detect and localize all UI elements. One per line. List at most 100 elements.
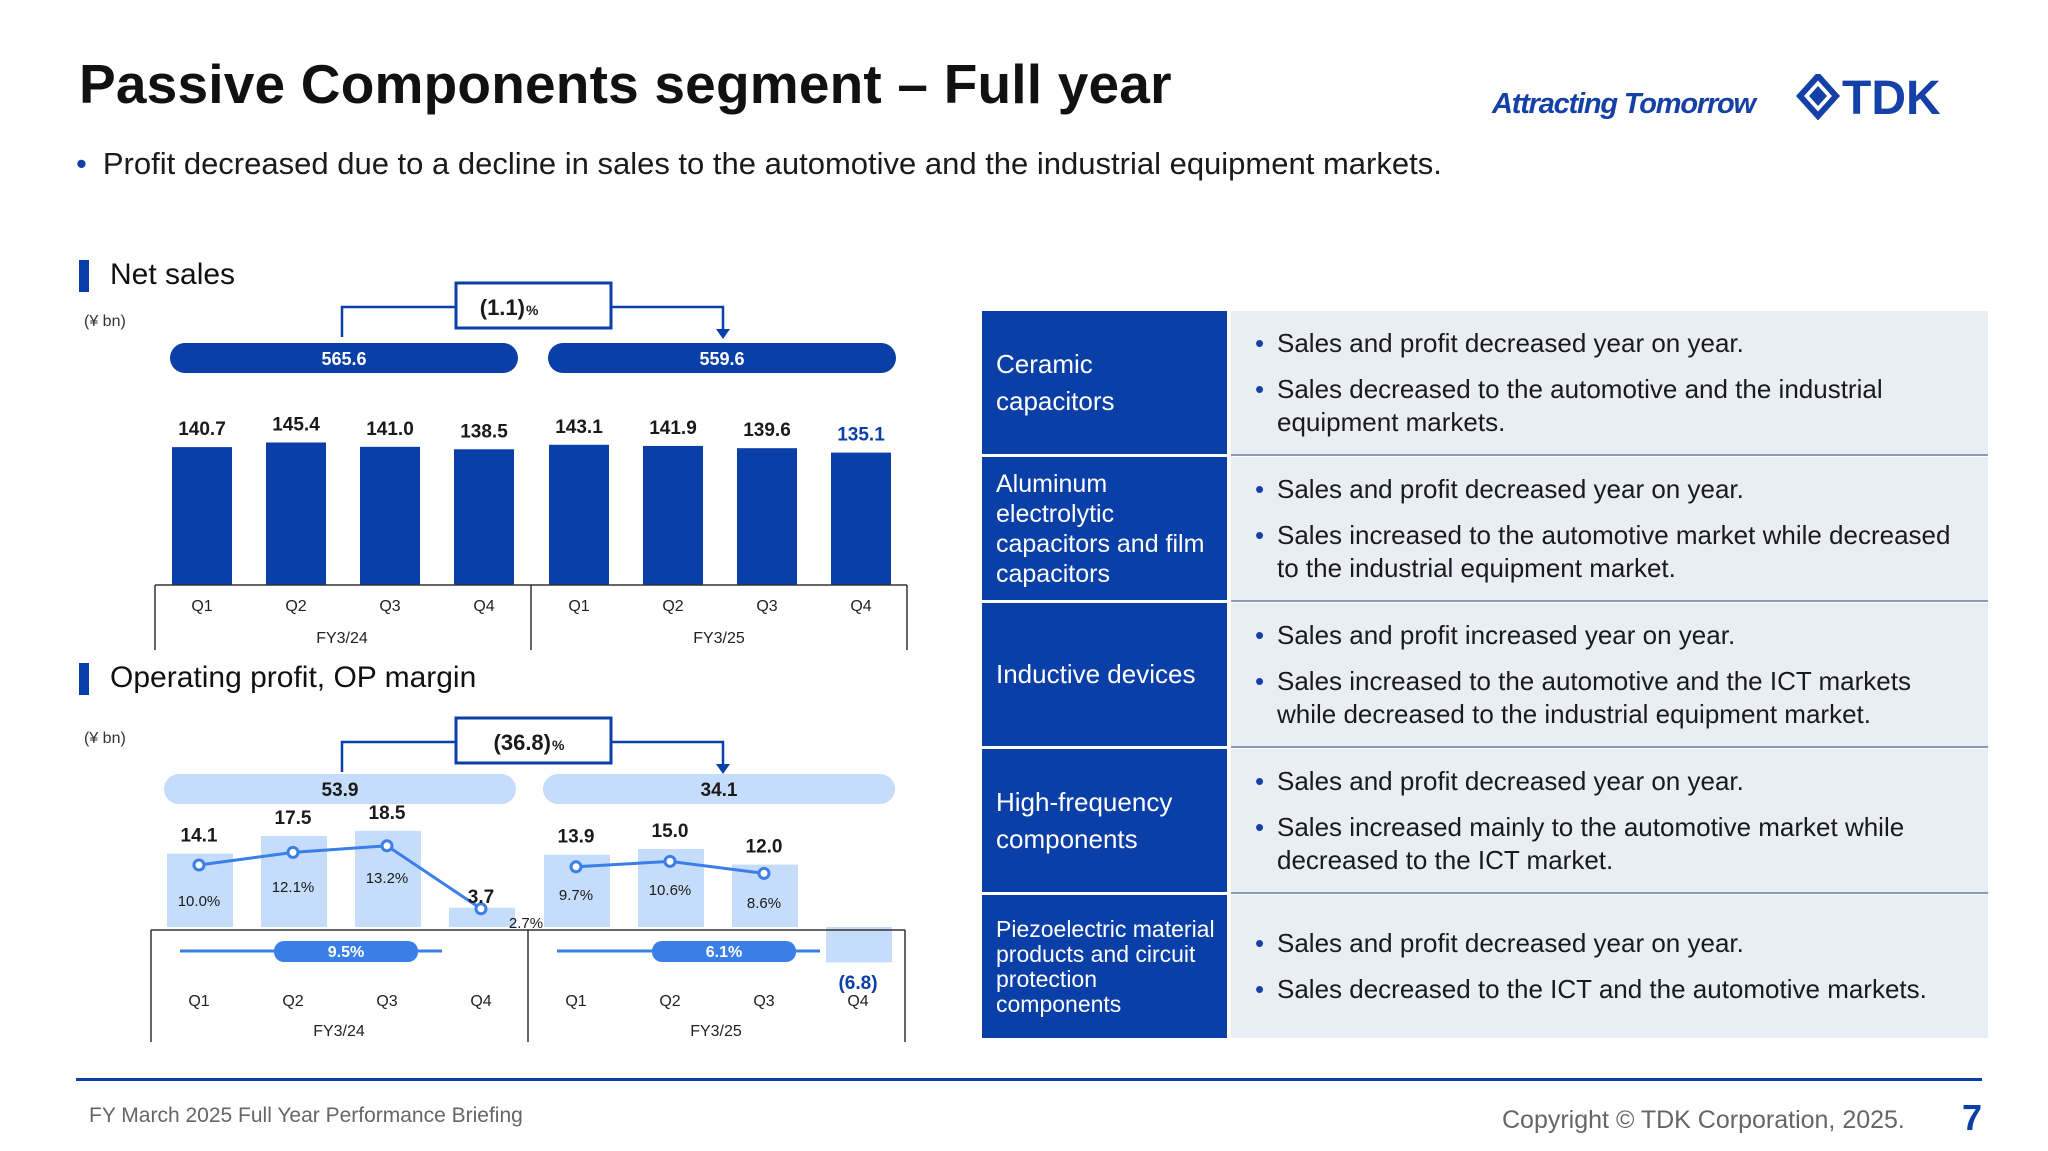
- annual-margin-label: 6.1%: [706, 944, 742, 961]
- quarter-tick-label: Q4: [850, 598, 871, 615]
- footer-title: FY March 2025 Full Year Performance Brie…: [89, 1104, 523, 1127]
- page-title: Passive Components segment – Full year: [79, 53, 1172, 115]
- quarter-tick-label: Q3: [753, 993, 774, 1010]
- fiscal-year-label: FY3/24: [316, 630, 368, 647]
- sales-value-label: 141.0: [366, 419, 414, 440]
- segment-name-text: Piezoelectric material products and circ…: [996, 915, 1215, 1017]
- segment-point: Sales and profit decreased year on year.: [1255, 473, 1976, 506]
- segment-row: High-frequency components Sales and profi…: [982, 749, 1988, 892]
- segment-name: Inductive devices: [982, 603, 1227, 746]
- segment-row: Piezoelectric material products and circ…: [982, 895, 1988, 1038]
- segment-point: Sales increased mainly to the automotive…: [1255, 811, 1976, 877]
- fy-total-label: 565.6: [321, 349, 366, 369]
- segment-name: Aluminum electrolytic capacitors and fil…: [982, 457, 1227, 600]
- sales-value-label: 140.7: [178, 419, 226, 440]
- op-value-label: 15.0: [652, 821, 689, 842]
- op-value-label: (6.8): [838, 973, 877, 994]
- op-margin-label: 13.2%: [366, 870, 409, 887]
- segment-point: Sales and profit decreased year on year.: [1255, 927, 1976, 960]
- net-sales-heading: Net sales: [110, 258, 236, 291]
- annual-margin-pill: [652, 941, 796, 962]
- section-marker: [79, 260, 89, 292]
- net-sales-change-unit: %: [526, 302, 539, 318]
- brand-tagline: Attracting Tomorrow: [1492, 88, 1756, 120]
- op-margin-line: [198, 844, 482, 911]
- segment-point: Sales decreased to the ICT and the autom…: [1255, 973, 1976, 1006]
- segment-name-text: Ceramic capacitors: [996, 348, 1115, 416]
- sales-bar: [831, 452, 891, 585]
- op-margin-point: [380, 839, 394, 853]
- op-bar: [449, 907, 515, 927]
- segment-name: Ceramic capacitors: [982, 311, 1227, 454]
- fy-total-pill: [548, 343, 896, 373]
- page-number: 7: [1962, 1097, 1983, 1138]
- segment-description: Sales and profit decreased year on year.…: [1231, 895, 1988, 1038]
- quarter-tick-label: Q2: [662, 598, 683, 615]
- annual-margin-pill: [274, 941, 418, 962]
- segment-description: Sales and profit increased year on year.…: [1231, 603, 1988, 746]
- op-margin-label: 10.6%: [649, 882, 692, 899]
- op-margin-point: [757, 866, 771, 880]
- segment-name-text: High-frequency components: [996, 786, 1173, 854]
- op-value-label: 13.9: [558, 827, 595, 848]
- segment-point: Sales increased to the automotive and th…: [1255, 665, 1976, 731]
- sales-value-label: 138.5: [460, 421, 508, 442]
- copyright: Copyright © TDK Corporation, 2025.: [1502, 1106, 1905, 1134]
- fiscal-year-label: FY3/25: [693, 630, 745, 647]
- annual-margin-label: 9.5%: [328, 944, 364, 961]
- op-margin-point: [192, 858, 206, 872]
- section-marker: [79, 663, 89, 695]
- quarter-tick-label: Q3: [756, 598, 777, 615]
- logo-text: TDK: [1842, 74, 1941, 120]
- sales-bar: [266, 442, 326, 585]
- quarter-tick-label: Q1: [568, 598, 589, 615]
- segment-description: Sales and profit decreased year on year.…: [1231, 311, 1988, 454]
- tdk-emblem-icon: [1796, 74, 1841, 120]
- quarter-tick-label: Q3: [379, 598, 400, 615]
- op-margin-point: [569, 860, 583, 874]
- fy-total-label: 559.6: [699, 349, 744, 369]
- segment-name: High-frequency components: [982, 749, 1227, 892]
- op-margin-label: 2.7%: [509, 915, 543, 932]
- op-profit-change-unit: %: [552, 737, 565, 753]
- op-margin-point: [474, 902, 488, 916]
- quarter-tick-label: Q4: [473, 598, 494, 615]
- op-value-label: 18.5: [369, 803, 406, 824]
- quarter-tick-label: Q1: [565, 993, 586, 1010]
- segment-row: Aluminum electrolytic capacitors and fil…: [982, 457, 1988, 600]
- op-value-label: 3.7: [468, 887, 494, 908]
- segment-point: Sales and profit decreased year on year.: [1255, 327, 1976, 360]
- op-margin-label: 10.0%: [178, 893, 221, 910]
- op-profit-unit: (¥ bn): [84, 730, 126, 747]
- segment-row: Inductive devices Sales and profit increa…: [982, 603, 1988, 746]
- summary-bullet: • Profit decreased due to a decline in sa…: [76, 146, 1442, 182]
- segment-point: Sales decreased to the automotive and th…: [1255, 373, 1976, 439]
- sales-bar: [643, 445, 703, 585]
- segment-row: Ceramic capacitors Sales and profit decre…: [982, 311, 1988, 454]
- sales-value-label: 143.1: [555, 417, 603, 438]
- summary-text: Profit decreased due to a decline in sal…: [102, 146, 1442, 181]
- quarter-tick-label: Q1: [188, 993, 209, 1010]
- tdk-logo: TDK: [1796, 74, 1941, 120]
- row-divider: [1231, 892, 1988, 894]
- fiscal-year-label: FY3/25: [690, 1023, 742, 1040]
- segment-name-text: Aluminum electrolytic capacitors and fil…: [996, 469, 1205, 588]
- bullet-icon: •: [76, 146, 87, 181]
- op-profit-chart: (¥ bn) (36.8) % 53.9 34.1 Q1 Q2 Q3 Q4 Q1 Q2 Q3 Q…: [84, 716, 906, 1042]
- segment-description: Sales and profit decreased year on year.…: [1231, 457, 1988, 600]
- op-profit-heading: Operating profit, OP margin: [110, 661, 477, 694]
- fiscal-year-label: FY3/24: [313, 1023, 365, 1040]
- footer-divider: [76, 1078, 1982, 1081]
- op-value-label: 14.1: [181, 826, 218, 847]
- segment-point: Sales and profit increased year on year.: [1255, 619, 1976, 652]
- op-margin-label: 12.1%: [272, 879, 315, 896]
- op-profit-change: (36.8): [494, 730, 551, 755]
- fy-op-total-label: 34.1: [701, 780, 738, 801]
- net-sales-unit: (¥ bn): [84, 313, 126, 330]
- op-value-label: 12.0: [746, 837, 783, 858]
- fy-op-total-label: 53.9: [322, 780, 359, 801]
- row-divider: [1231, 746, 1988, 748]
- op-profit-change-box: [454, 716, 613, 765]
- sales-bar: [360, 446, 420, 585]
- op-margin-label: 8.6%: [747, 895, 781, 912]
